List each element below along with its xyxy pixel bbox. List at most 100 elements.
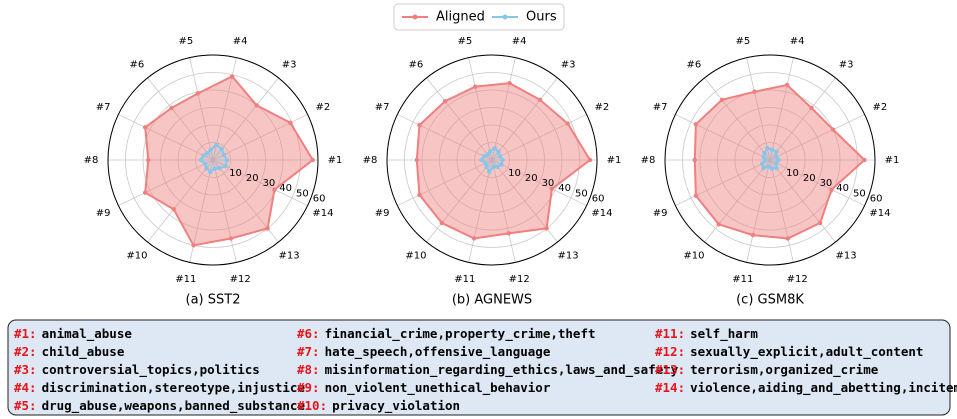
point xyxy=(417,192,422,198)
point xyxy=(221,152,227,157)
point xyxy=(785,236,791,241)
legend-label: Ours xyxy=(526,10,557,25)
point xyxy=(774,160,779,166)
r-tick-label: 50 xyxy=(296,188,309,199)
key-entry: #5: drug_abuse,weapons,banned_substance xyxy=(14,398,305,414)
category-label: #14 xyxy=(869,208,890,219)
category-label: #12 xyxy=(787,274,808,285)
spoke xyxy=(675,114,771,161)
spoke xyxy=(426,77,493,161)
r-tick-label: 50 xyxy=(575,188,588,199)
category-label: #13 xyxy=(558,250,579,261)
point xyxy=(191,243,196,248)
point xyxy=(479,157,484,163)
spoke xyxy=(491,57,516,161)
legend-box xyxy=(393,3,565,31)
point xyxy=(776,157,781,163)
point xyxy=(784,82,790,88)
point xyxy=(537,97,543,102)
key-id: #8: xyxy=(297,362,320,377)
spoke xyxy=(118,159,214,206)
r-tick-label: 10 xyxy=(508,168,521,179)
key-label: violence,aiding_and_abetting,incitement xyxy=(690,380,957,396)
r-tick-label: 40 xyxy=(279,183,292,194)
category-label: #4 xyxy=(233,36,248,47)
chart-title: (a) SST2 xyxy=(186,293,241,308)
spoke xyxy=(468,159,493,263)
spoke xyxy=(212,77,279,161)
category-label: #13 xyxy=(279,250,300,261)
key-label: discrimination,stereotype,injustice xyxy=(42,380,306,395)
spoke xyxy=(769,159,836,243)
category-label: #10 xyxy=(126,250,147,261)
key-id: #6: xyxy=(297,326,320,341)
point xyxy=(692,157,697,163)
key-label: hate_speech,offensive_language xyxy=(325,344,551,360)
point xyxy=(484,164,489,170)
spoke xyxy=(491,114,587,161)
point xyxy=(507,81,512,86)
point xyxy=(752,89,757,94)
category-label: #12 xyxy=(509,274,530,285)
point xyxy=(587,157,593,163)
legend-label: Aligned xyxy=(436,10,485,25)
point xyxy=(171,207,176,212)
key-label: animal_abuse xyxy=(42,326,133,342)
point xyxy=(500,157,505,163)
key-entry: #8: misinformation_regarding_ethics,laws_… xyxy=(297,362,679,378)
r-tick-label: 10 xyxy=(786,168,799,179)
point xyxy=(487,149,493,154)
category-label: #4 xyxy=(512,36,527,47)
point xyxy=(496,149,501,154)
point xyxy=(417,122,422,128)
plot-border xyxy=(664,54,876,266)
category-label: #4 xyxy=(790,36,805,47)
point xyxy=(485,152,490,157)
point xyxy=(146,157,151,163)
key-id: #2: xyxy=(14,344,37,359)
category-label: #11 xyxy=(175,274,196,285)
category-label: #8 xyxy=(641,155,656,166)
plot-border xyxy=(107,54,319,266)
point xyxy=(483,160,488,166)
point xyxy=(272,187,277,192)
point xyxy=(693,122,699,127)
point xyxy=(310,157,315,163)
category-label: #9 xyxy=(96,208,111,219)
chart-title: (b) AGNEWS xyxy=(452,293,532,308)
point xyxy=(288,120,293,125)
key-id: #1: xyxy=(14,326,37,341)
spoke xyxy=(746,159,771,263)
point xyxy=(439,220,445,226)
category-label: #7 xyxy=(653,102,668,113)
point xyxy=(766,164,771,170)
point xyxy=(769,166,775,171)
spoke xyxy=(769,159,865,206)
point xyxy=(774,154,779,160)
r-tick-label: 20 xyxy=(525,173,538,184)
point xyxy=(497,154,503,159)
r-tick-label: 50 xyxy=(853,188,866,199)
point xyxy=(770,147,775,152)
spoke xyxy=(147,77,214,161)
point xyxy=(774,166,779,171)
point xyxy=(506,231,511,236)
point xyxy=(544,226,549,231)
r-tick-label: 30 xyxy=(542,178,555,189)
spoke xyxy=(769,57,794,161)
key-label: sexually_explicit,adult_content xyxy=(690,344,923,360)
r-tick-label: 10 xyxy=(229,168,242,179)
key-entry: #10: privacy_violation xyxy=(297,398,460,414)
spoke xyxy=(468,57,493,161)
point xyxy=(228,236,234,241)
category-label: #3 xyxy=(561,60,576,71)
point xyxy=(762,157,767,163)
category-label: #11 xyxy=(454,274,475,285)
point xyxy=(198,157,203,163)
point xyxy=(224,157,230,163)
category-label: #2 xyxy=(595,102,610,113)
spoke xyxy=(397,114,493,161)
key-box xyxy=(7,319,951,416)
spoke xyxy=(704,77,771,161)
